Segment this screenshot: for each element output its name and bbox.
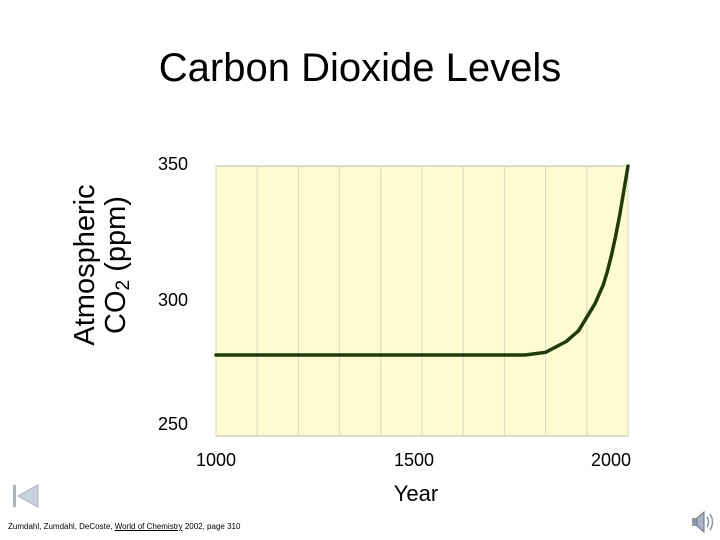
chart-title: Carbon Dioxide Levels — [158, 46, 562, 90]
citation-authors: Zumdahl, Zumdahl, DeCoste, — [8, 522, 115, 531]
citation-page: 2002, page 310 — [182, 522, 241, 531]
x-axis-label: Year — [393, 481, 439, 506]
citation: Zumdahl, Zumdahl, DeCoste, World of Chem… — [8, 522, 240, 531]
y-tick-label-300: 300 — [158, 290, 189, 310]
previous-slide-icon[interactable] — [12, 484, 40, 508]
series-line-0 — [214, 164, 630, 357]
x-tick-label-1000: 1000 — [195, 450, 237, 470]
citation-book-title: World of Chemistry — [114, 522, 183, 531]
y-tick-label-250: 250 — [158, 414, 189, 434]
speaker-icon[interactable] — [688, 508, 716, 536]
y-tick-label-350: 350 — [158, 154, 189, 174]
x-tick-label-1500: 1500 — [393, 450, 435, 470]
x-tick-label-2000: 2000 — [590, 450, 632, 470]
